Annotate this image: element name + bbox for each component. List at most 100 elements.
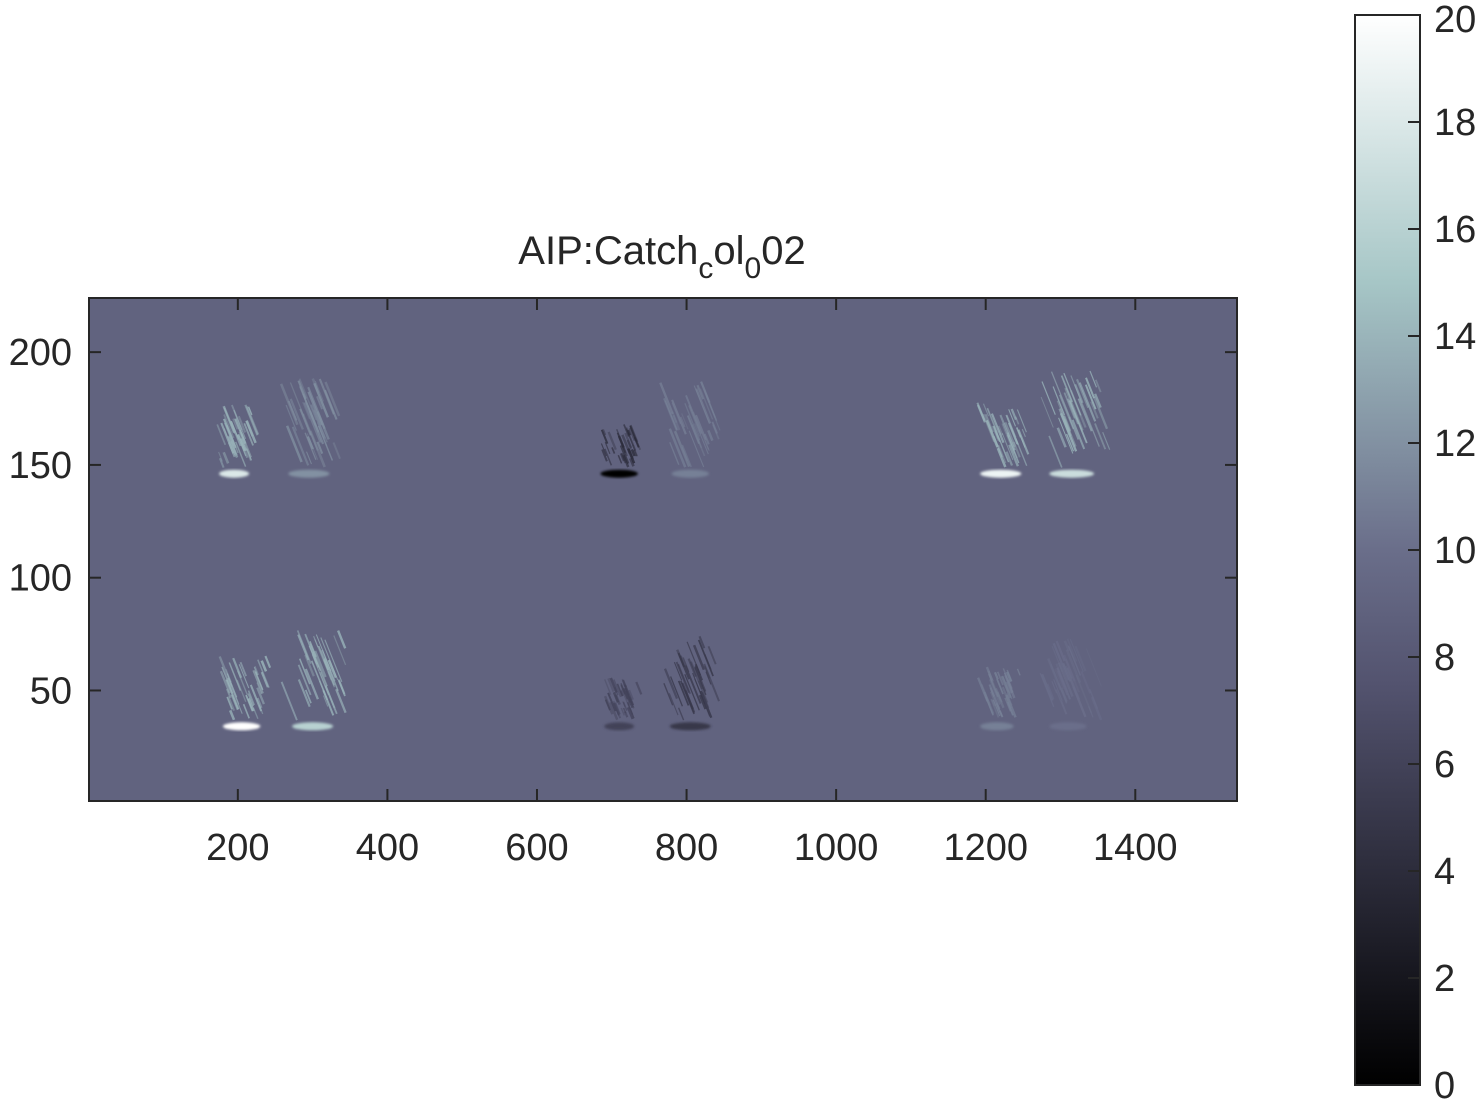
feature-streak bbox=[332, 442, 341, 460]
feature-streak bbox=[626, 701, 635, 719]
feature-streak bbox=[324, 657, 339, 692]
feature-streak bbox=[1064, 658, 1080, 693]
feature-streak bbox=[305, 451, 313, 465]
feature-streak bbox=[668, 428, 687, 468]
feature-streak bbox=[998, 444, 1007, 464]
feature-streak bbox=[693, 423, 701, 437]
feature-streak bbox=[1084, 384, 1097, 410]
feature-streak bbox=[313, 650, 327, 678]
feature-streak bbox=[985, 419, 999, 448]
feature-streak bbox=[684, 402, 701, 441]
feature-streak bbox=[226, 425, 239, 454]
feature-streak bbox=[1048, 435, 1063, 468]
feature-streak bbox=[982, 403, 990, 417]
feature-streak bbox=[1016, 668, 1021, 676]
feature-streak bbox=[218, 451, 223, 462]
feature-streak bbox=[1005, 693, 1013, 706]
feature-streak bbox=[314, 638, 332, 681]
feature-streak bbox=[623, 424, 630, 437]
feature-base-band bbox=[669, 722, 711, 731]
heatmap-feature-row-bot-right-b bbox=[1039, 638, 1103, 731]
feature-streak bbox=[626, 706, 634, 720]
colorbar-tick-label: 4 bbox=[1434, 851, 1455, 893]
feature-streak bbox=[625, 427, 631, 436]
feature-streak bbox=[989, 687, 995, 697]
feature-streak bbox=[298, 378, 317, 421]
y-tick-label: 50 bbox=[30, 670, 72, 712]
heatmap-feature-row-top-mid-b bbox=[659, 381, 721, 478]
heatmap-feature-row-bot-left-b bbox=[280, 630, 347, 731]
feature-streak bbox=[333, 635, 347, 666]
feature-streak bbox=[324, 639, 343, 683]
feature-streak bbox=[297, 664, 312, 696]
y-tick-label: 100 bbox=[9, 558, 72, 600]
y-tick-label: 150 bbox=[9, 445, 72, 487]
feature-streak bbox=[1041, 381, 1056, 415]
feature-streak bbox=[609, 701, 619, 721]
feature-streak bbox=[1056, 400, 1072, 432]
feature-streak bbox=[1074, 645, 1087, 672]
title-mid: ol bbox=[713, 229, 744, 273]
feature-streak bbox=[247, 698, 255, 712]
feature-streak bbox=[335, 688, 347, 714]
feature-streak bbox=[220, 422, 235, 454]
feature-streak bbox=[711, 421, 718, 434]
feature-streak bbox=[694, 666, 707, 696]
feature-streak bbox=[327, 659, 338, 679]
colorbar-tick-label: 16 bbox=[1434, 209, 1476, 251]
feature-streak bbox=[311, 378, 320, 394]
feature-streak bbox=[231, 404, 243, 431]
feature-streak bbox=[260, 660, 268, 672]
feature-streak bbox=[1005, 671, 1013, 683]
feature-streak bbox=[1078, 382, 1097, 422]
feature-streak bbox=[696, 438, 706, 457]
feature-streak bbox=[1058, 417, 1074, 454]
feature-streak bbox=[994, 430, 1000, 440]
feature-streak bbox=[603, 695, 614, 715]
feature-streak bbox=[604, 679, 612, 695]
colorbar-ticks: 0 2 4 6 8 10 12 14 16 18 20 bbox=[1408, 0, 1476, 1103]
feature-streak bbox=[233, 409, 247, 440]
feature-streak bbox=[990, 698, 1000, 718]
feature-streak bbox=[1056, 667, 1072, 700]
feature-streak bbox=[234, 418, 247, 445]
feature-streak bbox=[669, 442, 680, 466]
feature-streak bbox=[232, 418, 239, 430]
feature-streak bbox=[681, 446, 688, 462]
feature-streak bbox=[671, 414, 681, 431]
feature-streak bbox=[613, 679, 622, 698]
feature-streak bbox=[315, 634, 332, 672]
feature-streak bbox=[1094, 379, 1102, 393]
feature-streak bbox=[600, 429, 609, 444]
feature-streak bbox=[994, 688, 1005, 709]
feature-streak bbox=[1076, 378, 1090, 409]
feature-streak bbox=[306, 436, 314, 450]
feature-streak bbox=[1041, 673, 1054, 701]
feature-streak bbox=[1071, 419, 1086, 450]
feature-streak bbox=[1068, 416, 1080, 440]
feature-streak bbox=[992, 699, 1001, 717]
heatmap-feature-row-bot-mid-b bbox=[663, 635, 720, 731]
feature-streak bbox=[1063, 372, 1082, 416]
feature-streak bbox=[302, 413, 319, 451]
x-tick-label: 1200 bbox=[943, 827, 1028, 869]
feature-streak bbox=[1054, 668, 1065, 690]
feature-streak bbox=[252, 669, 264, 694]
feature-streak bbox=[1062, 662, 1072, 682]
feature-streak bbox=[236, 679, 247, 703]
x-tick-label: 800 bbox=[655, 827, 718, 869]
feature-streak bbox=[704, 440, 710, 451]
feature-streak bbox=[1056, 670, 1068, 696]
heatmap-feature-row-bot-right-a bbox=[977, 666, 1021, 731]
feature-streak bbox=[679, 416, 686, 428]
feature-streak bbox=[222, 451, 230, 464]
heatmap-feature-row-bot-left-a bbox=[218, 655, 272, 731]
feature-streak bbox=[1094, 423, 1107, 450]
feature-streak bbox=[684, 665, 702, 704]
feature-streak bbox=[223, 414, 235, 439]
feature-streak bbox=[676, 649, 686, 668]
feature-streak bbox=[306, 433, 319, 460]
feature-streak bbox=[996, 671, 1004, 686]
feature-streak bbox=[323, 659, 330, 671]
